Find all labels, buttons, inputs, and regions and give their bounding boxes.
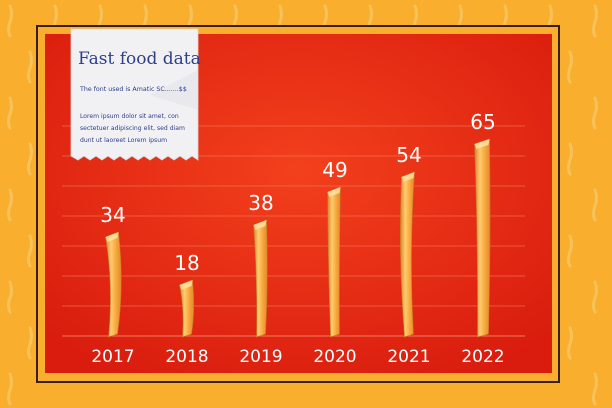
value-label-2019: 38 [248,191,273,215]
background-fry-stick [567,326,573,360]
category-label-2021: 2021 [387,347,430,367]
background-fry-stick [7,188,13,222]
background-fry-stick [592,372,598,406]
value-label-2020: 49 [322,158,347,182]
category-label-2018: 2018 [165,347,208,367]
bar-top-2019 [253,220,267,230]
background-fry-stick [7,96,13,130]
category-label-2017: 2017 [91,347,134,367]
background-fry-stick [7,280,13,314]
background-fry-stick [567,142,573,176]
background-fry-stick [27,142,33,176]
note-body-line-1: Lorem ipsum dolor sit amet, con [80,113,179,120]
value-labels: 34 18 38 49 54 65 [100,110,495,275]
background-fry-stick [7,4,13,38]
value-label-2021: 54 [396,143,421,167]
note-body-line-3: dunt ut laoreet Lorem ipsum [80,137,167,144]
background-fry-stick [27,326,33,360]
note-subtitle: The font used is Amatic SC.......$$ [79,86,187,93]
bar-2021 [399,171,415,338]
note-card: Fast food data The font used is Amatic S… [70,28,201,161]
bar-top-2017 [105,232,119,242]
category-label-2019: 2019 [239,347,282,367]
background-fry-stick [592,188,598,222]
note-title: Fast food data [78,49,201,69]
value-label-2022: 65 [470,110,495,134]
bars [105,138,491,338]
background-fry-stick [567,50,573,84]
bar-top-2021 [401,172,415,182]
background-fry-stick [27,234,33,268]
background-fry-stick [27,50,33,84]
background-fries-pattern [7,4,598,406]
category-labels: 2017 2018 2019 2020 2021 2022 [91,347,504,367]
background-fry-stick [592,4,598,38]
note-paper [70,28,199,161]
bar-2017 [105,231,122,338]
value-label-2017: 34 [100,203,125,227]
background-fry-stick [592,96,598,130]
bar-top-2022 [474,139,490,149]
bar-2020 [327,186,341,338]
bar-2019 [253,219,268,338]
value-label-2018: 18 [174,251,199,275]
background-fry-stick [7,372,13,406]
bar-2018 [179,279,195,338]
bar-top-2018 [179,280,193,290]
background-fry-stick [567,234,573,268]
note-shadow [150,70,198,110]
bar-top-2020 [327,187,341,197]
background-fry-stick [592,280,598,314]
note-body-line-2: sectetuer adipiscing elit, sed diam [80,125,185,132]
bar-2022 [474,138,491,338]
category-label-2020: 2020 [313,347,356,367]
category-label-2022: 2022 [461,347,504,367]
